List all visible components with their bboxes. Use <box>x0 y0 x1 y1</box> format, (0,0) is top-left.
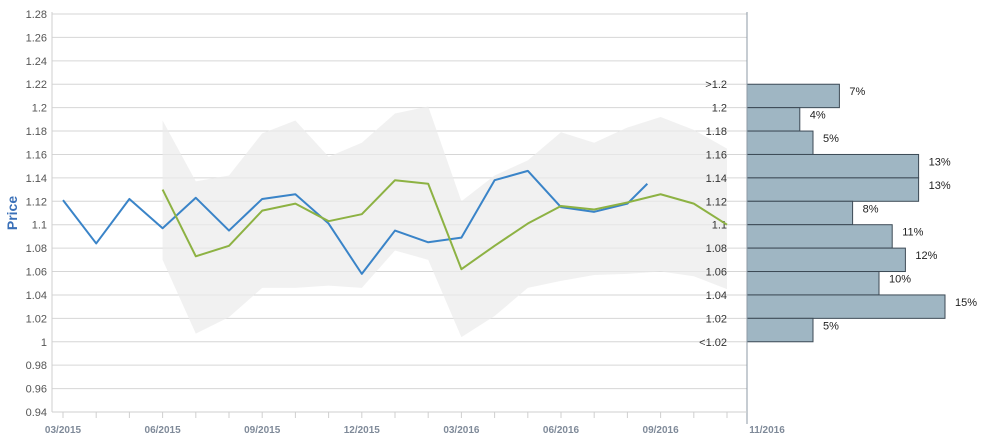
histogram-bin-label: 1.02 <box>706 313 727 325</box>
histogram-bar <box>746 247 906 273</box>
confidence-band <box>162 106 728 338</box>
histogram-bar <box>746 271 880 296</box>
forecast-price-line <box>161 179 728 271</box>
histogram-bin-label: 1.2 <box>712 103 727 115</box>
histogram-bar <box>746 153 920 179</box>
actual-price-line <box>62 169 649 275</box>
x-tick-label: 03/2016 <box>443 425 480 436</box>
histogram-percent-label: 7% <box>849 86 865 98</box>
y-tick-label: 0.96 <box>26 384 47 396</box>
y-tick-label: 1.12 <box>26 196 47 208</box>
y-tick-label: 0.98 <box>26 360 47 372</box>
y-axis-ticks: 0.94 0.96 0.98 1 1.02 1.04 1.06 1.08 1.1 1.12 1.14… <box>26 9 47 419</box>
histogram-bar <box>746 294 946 319</box>
y-tick-label: 1.24 <box>26 56 47 68</box>
histogram-bin-label: 1.12 <box>706 196 727 208</box>
histogram-bin-label: 1.08 <box>706 243 727 255</box>
y-tick-label: 1.16 <box>26 149 47 161</box>
x-tick-label: 09/2016 <box>643 425 680 436</box>
histogram-bar <box>746 224 893 249</box>
forecast-histogram: >1.2 7% 1.2 4% 1.18 5% 1.16 13% 1.14 13% 1.12 8% 1.1… <box>699 79 977 349</box>
y-tick-label: 1.04 <box>26 290 47 302</box>
y-tick-label: 1.08 <box>26 243 47 255</box>
y-tick-label: 1.2 <box>32 103 47 115</box>
histogram-bar <box>746 130 814 155</box>
series-lines <box>62 169 728 275</box>
histogram-bin-label: 1.16 <box>706 149 727 161</box>
x-tick-label: 03/2015 <box>45 425 82 436</box>
histogram-bin-label: 1.06 <box>706 267 727 279</box>
histogram-bin-label: 1.04 <box>706 290 727 302</box>
histogram-percent-label: 13% <box>929 156 951 168</box>
x-tick-label: 11/2016 <box>749 425 785 436</box>
x-axis-ticks: 03/2015 06/2015 09/2015 12/2015 03/2016 06/20… <box>45 425 785 436</box>
histogram-bin-label: 1.18 <box>706 126 727 138</box>
histogram-bin-label: 1.1 <box>712 220 727 232</box>
y-tick-label: 1 <box>41 337 47 349</box>
histogram-bar <box>746 200 854 226</box>
y-tick-label: 1.1 <box>32 220 47 232</box>
y-tick-label: 0.94 <box>26 407 47 419</box>
y-tick-label: 1.18 <box>26 126 47 138</box>
histogram-percent-label: 13% <box>929 180 951 192</box>
axes <box>51 12 748 424</box>
histogram-percent-label: 5% <box>823 133 839 145</box>
y-tick-label: 1.22 <box>26 79 47 91</box>
y-tick-label: 1.06 <box>26 267 47 279</box>
histogram-bar <box>746 317 814 343</box>
y-tick-label: 1.26 <box>26 32 47 44</box>
y-axis-label: Price <box>4 196 20 230</box>
x-tick-label: 06/2015 <box>145 425 182 436</box>
confidence-band-area <box>162 106 728 338</box>
x-tick-label: 09/2015 <box>244 425 281 436</box>
histogram-percent-label: 12% <box>915 250 937 262</box>
y-tick-label: 1.14 <box>26 173 47 185</box>
x-tick-label: 06/2016 <box>543 425 580 436</box>
x-tick-label: 12/2015 <box>344 425 381 436</box>
histogram-percent-label: 11% <box>902 227 923 239</box>
histogram-bar <box>746 107 801 132</box>
histogram-bin-label: 1.14 <box>706 173 727 185</box>
histogram-percent-label: 5% <box>823 320 839 332</box>
histogram-bar <box>746 83 840 109</box>
histogram-percent-label: 8% <box>863 203 879 215</box>
histogram-percent-label: 10% <box>889 274 911 286</box>
histogram-bin-label: >1.2 <box>705 79 727 91</box>
y-tick-label: 1.28 <box>26 9 47 21</box>
histogram-percent-label: 15% <box>955 297 977 309</box>
histogram-percent-label: 4% <box>810 110 826 122</box>
histogram-bin-label: <1.02 <box>699 337 727 349</box>
y-tick-label: 1.02 <box>26 313 47 325</box>
histogram-bar <box>746 177 920 202</box>
